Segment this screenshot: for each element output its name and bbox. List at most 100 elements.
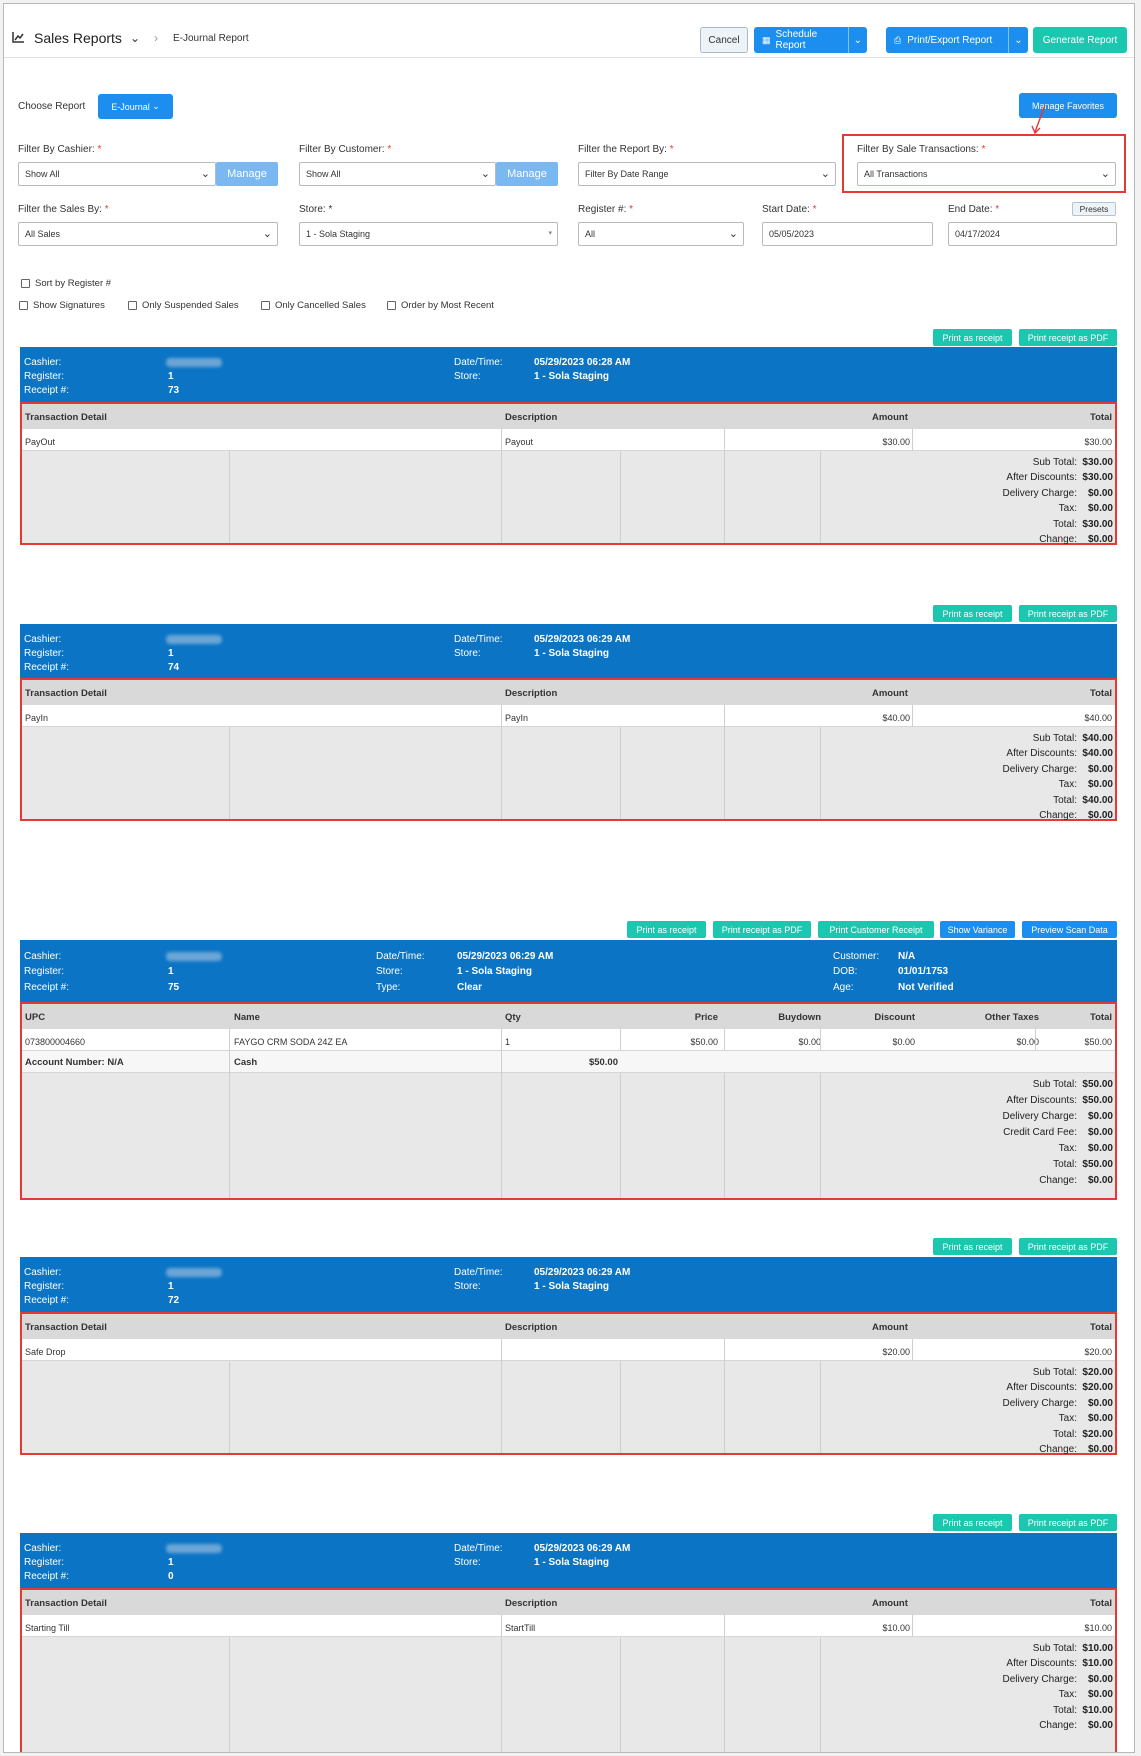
preview-scan-button[interactable]: Preview Scan Data: [1022, 921, 1117, 938]
checkbox-box[interactable]: [19, 301, 28, 310]
print-customer-receipt-button[interactable]: Print Customer Receipt: [818, 921, 934, 938]
divider: [912, 429, 913, 451]
report-by-select[interactable]: Filter By Date Range ⌄: [578, 162, 836, 186]
register-key: Register:: [24, 966, 65, 977]
sub-total-row: Sub Total: $20.00: [957, 1367, 1113, 1378]
datetime-key: Date/Time:: [454, 1543, 503, 1554]
manage-cashier-button[interactable]: Manage: [216, 162, 278, 186]
sale-transactions-select[interactable]: All Transactions ⌄: [857, 162, 1116, 186]
cancelled-sales-checkbox[interactable]: Only Cancelled Sales: [261, 300, 366, 311]
account-number: Account Number: N/A: [25, 1057, 124, 1068]
store-value: 1 - Sola Staging: [534, 1557, 610, 1568]
divider: [501, 1637, 502, 1752]
most-recent-checkbox[interactable]: Order by Most Recent: [387, 300, 494, 311]
divider: [724, 1361, 725, 1453]
cancel-button[interactable]: Cancel: [700, 27, 748, 53]
change-value: $0.00: [1087, 1175, 1113, 1186]
divider: [820, 1361, 821, 1453]
cashier-select[interactable]: Show All ⌄: [18, 162, 216, 186]
print-pdf-button[interactable]: Print receipt as PDF: [713, 921, 811, 938]
amount-cell: $30.00: [882, 437, 910, 447]
total-key: Total:: [1053, 1159, 1077, 1170]
manage-favorites-button[interactable]: Manage Favorites: [1019, 93, 1117, 118]
store-value: 1 - Sola Staging: [306, 229, 371, 239]
presets-button[interactable]: Presets: [1072, 202, 1116, 216]
breadcrumb: E-Journal Report: [173, 33, 249, 44]
register-key: Register:: [24, 1281, 65, 1292]
detail-cell: Safe Drop: [25, 1347, 66, 1357]
show-signatures-checkbox[interactable]: Show Signatures: [19, 300, 105, 311]
total-row: Total: $50.00: [957, 1159, 1113, 1170]
suspended-sales-checkbox[interactable]: Only Suspended Sales: [128, 300, 239, 311]
chevron-down-icon[interactable]: ⌄: [1008, 27, 1028, 53]
register-select[interactable]: All ⌄: [578, 222, 744, 246]
print-pdf-button[interactable]: Print receipt as PDF: [1019, 605, 1117, 622]
sales-by-select[interactable]: All Sales ⌄: [18, 222, 278, 246]
end-date-value: 04/17/2024: [955, 229, 1001, 239]
amount-cell: $20.00: [882, 1347, 910, 1357]
start-date-input[interactable]: 05/05/2023: [762, 222, 933, 246]
print-export-button[interactable]: ⎙ Print/Export Report ⌄: [886, 27, 1028, 53]
sub-total-key: Sub Total:: [1032, 733, 1077, 744]
delivery-row: Delivery Charge: $0.00: [957, 1398, 1113, 1409]
col-amount: Amount: [872, 1322, 908, 1333]
print-pdf-label: Print receipt as PDF: [1027, 608, 1109, 619]
manage-customer-button[interactable]: Manage: [496, 162, 558, 186]
store-label: Store: *: [299, 204, 332, 215]
print-pdf-button[interactable]: Print receipt as PDF: [1019, 1238, 1117, 1255]
chevron-down-icon[interactable]: ⌄: [130, 31, 141, 45]
choose-report-dropdown[interactable]: E-Journal ⌄: [98, 94, 173, 119]
change-value: $0.00: [1087, 1720, 1113, 1731]
table-header: UPC Name Qty Price Buydown Discount Othe…: [22, 1004, 1115, 1029]
col-description: Description: [505, 688, 558, 699]
receipt-header: Cashier: Register: 1 Receipt #: 73 Date/Ti…: [20, 347, 1117, 402]
register-key: Register:: [24, 1557, 65, 1568]
receipt-key: Receipt #:: [24, 982, 70, 993]
checkbox-box[interactable]: [261, 301, 270, 310]
col-discount: Discount: [874, 1012, 915, 1023]
print-receipt-button[interactable]: Print as receipt: [933, 1514, 1012, 1531]
sale-transactions-value: All Transactions: [864, 169, 928, 179]
divider: [229, 1051, 230, 1198]
required-mark: *: [104, 204, 109, 215]
schedule-report-button[interactable]: ▦ Schedule Report ⌄: [754, 27, 867, 53]
print-pdf-button[interactable]: Print receipt as PDF: [1019, 1514, 1117, 1531]
type-key: Type:: [376, 982, 401, 993]
datetime-key: Date/Time:: [454, 1267, 503, 1278]
checkbox-box[interactable]: [128, 301, 137, 310]
after-discounts-row: After Discounts: $40.00: [957, 748, 1113, 759]
checkbox-box[interactable]: [21, 279, 30, 288]
cashier-filter-label: Filter By Cashier: *: [18, 144, 101, 155]
generate-report-button[interactable]: Generate Report: [1033, 27, 1127, 53]
print-receipt-button[interactable]: Print as receipt: [933, 605, 1012, 622]
print-pdf-button[interactable]: Print receipt as PDF: [1019, 329, 1117, 346]
divider: [229, 1361, 230, 1453]
required-mark: *: [328, 204, 333, 215]
store-select[interactable]: 1 - Sola Staging ▾: [299, 222, 558, 246]
datetime-key: Date/Time:: [454, 357, 503, 368]
divider: [724, 1339, 725, 1361]
print-receipt-button[interactable]: Print as receipt: [933, 329, 1012, 346]
print-receipt-button[interactable]: Print as receipt: [933, 1238, 1012, 1255]
col-detail: Transaction Detail: [25, 1322, 107, 1333]
total-row: Total: $10.00: [957, 1705, 1113, 1716]
sort-register-checkbox[interactable]: Sort by Register #: [21, 278, 111, 289]
tax-value: $0.00: [1087, 1413, 1113, 1424]
divider: [724, 727, 725, 819]
datetime-value: 05/29/2023 06:29 AM: [534, 1543, 631, 1554]
end-date-input[interactable]: 04/17/2024: [948, 222, 1117, 246]
tax-key: Tax:: [1058, 503, 1077, 514]
store-key: Store:: [454, 1281, 481, 1292]
print-receipt-button[interactable]: Print as receipt: [627, 921, 706, 938]
checkbox-box[interactable]: [387, 301, 396, 310]
col-description: Description: [505, 1598, 558, 1609]
change-row: Change: $0.00: [957, 534, 1113, 545]
transaction-table: UPC Name Qty Price Buydown Discount Othe…: [20, 1002, 1117, 1200]
chevron-down-icon[interactable]: ⌄: [847, 27, 867, 53]
show-variance-button[interactable]: Show Variance: [940, 921, 1015, 938]
register-value: 1: [168, 1281, 174, 1292]
redacted-cashier-name: [166, 952, 222, 961]
tax-row: Tax: $0.00: [957, 1143, 1113, 1154]
customer-select[interactable]: Show All ⌄: [299, 162, 496, 186]
delivery-key: Delivery Charge:: [1002, 488, 1077, 499]
